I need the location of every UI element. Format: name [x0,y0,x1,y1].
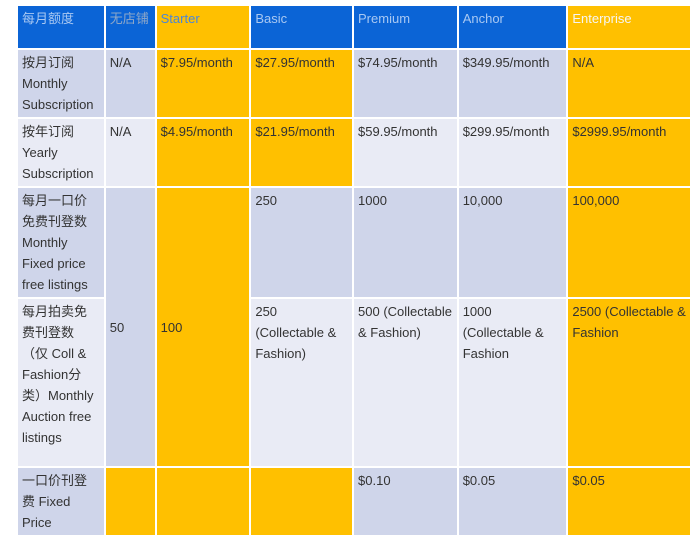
cell: N/A [568,50,690,117]
cell: $2999.95/month [568,119,690,186]
cell: 2500 (Collectable & Fashion [568,299,690,466]
cell [251,468,353,535]
cell: 一口价刊登费 Fixed Price [18,468,104,535]
header-cell: Starter [156,6,250,48]
row: 每月拍卖免费刊登数（仅 Coll & Fashion分类）Monthly Auc… [18,299,690,466]
cell: $59.95/month [354,119,457,186]
cell: 1000 (Collectable & Fashion [458,299,567,466]
row: 按年订阅 Yearly Subscription N/A $4.95/month… [18,119,690,186]
cell: 每月拍卖免费刊登数（仅 Coll & Fashion分类）Monthly Auc… [18,299,104,466]
header-cell: Basic [251,6,353,48]
cell: 500 (Collectable & Fashion) [354,299,457,466]
cell: 250 [251,188,353,297]
cell: 1000 [354,188,457,297]
pricing-table: 每月额度 无店铺 Starter Basic Premium Anchor En… [16,4,692,537]
cell [105,468,155,535]
cell: 50 [105,188,155,466]
header-cell: Enterprise [568,6,690,48]
cell [156,468,250,535]
row: 按月订阅 Monthly Subscription N/A $7.95/mont… [18,50,690,117]
header-row: 每月额度 无店铺 Starter Basic Premium Anchor En… [18,6,690,48]
cell: 100,000 [568,188,690,297]
header-cell: 每月额度 [18,6,104,48]
page: 每月额度 无店铺 Starter Basic Premium Anchor En… [18,6,690,535]
cell: 250 (Collectable & Fashion) [251,299,353,466]
cell: $0.05 [458,468,567,535]
header-cell: 无店铺 [105,6,155,48]
cell: $349.95/month [458,50,567,117]
cell: $74.95/month [354,50,457,117]
cell: $27.95/month [251,50,353,117]
cell: $21.95/month [251,119,353,186]
cell: 100 [156,188,250,466]
cell: 按月订阅 Monthly Subscription [18,50,104,117]
cell: 按年订阅 Yearly Subscription [18,119,104,186]
cell: N/A [105,119,155,186]
row: 一口价刊登费 Fixed Price $0.10 $0.05 $0.05 [18,468,690,535]
header-cell: Premium [354,6,457,48]
cell: 每月一口价免费刊登数 Monthly Fixed price free list… [18,188,104,297]
cell: $0.10 [354,468,457,535]
cell: $299.95/month [458,119,567,186]
cell: $0.05 [568,468,690,535]
cell: $7.95/month [156,50,250,117]
header-cell: Anchor [458,6,567,48]
row: 每月一口价免费刊登数 Monthly Fixed price free list… [18,188,690,466]
cell: $4.95/month [156,119,250,186]
cell: 10,000 [458,188,567,297]
cell: N/A [105,50,155,117]
